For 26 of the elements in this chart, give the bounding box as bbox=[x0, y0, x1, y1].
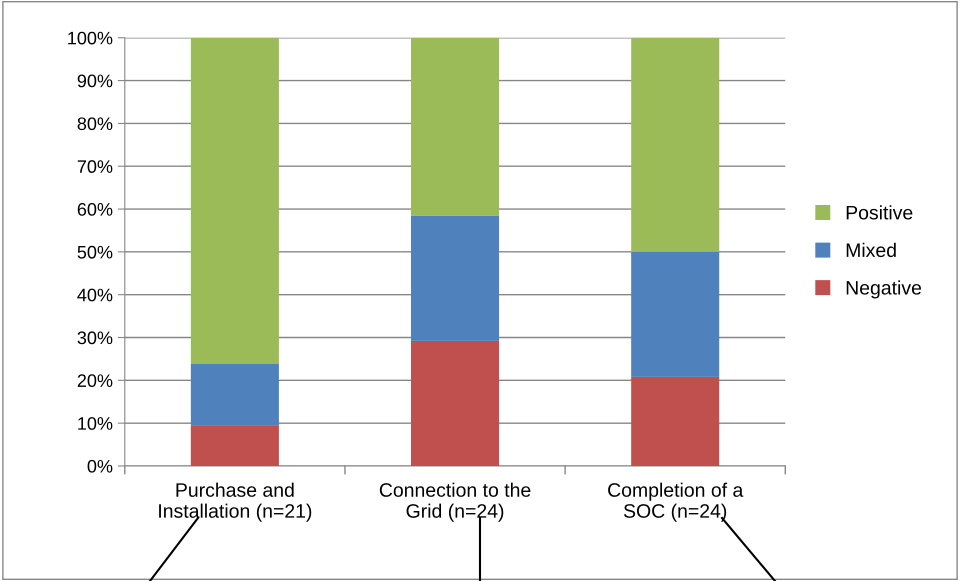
y-tick-label: 30% bbox=[78, 331, 112, 344]
bar bbox=[631, 376, 720, 466]
bar bbox=[631, 38, 720, 252]
y-tick-label: 80% bbox=[78, 117, 112, 130]
y-tick-label: 40% bbox=[77, 288, 112, 302]
x-tick-label: Completion of a SOC (n=24) bbox=[608, 482, 744, 522]
bar bbox=[411, 340, 500, 466]
y-tick-label: 60% bbox=[78, 202, 112, 216]
bar bbox=[190, 364, 279, 426]
bar bbox=[190, 38, 279, 364]
x-tick-label: Connection to the Grid (n=24) bbox=[380, 482, 530, 522]
y-tick-label: 20% bbox=[78, 374, 112, 388]
y-tick-label: 50% bbox=[78, 246, 112, 259]
y-tick-label: 90% bbox=[78, 74, 112, 88]
y-tick-label: 0% bbox=[88, 460, 112, 473]
legend-label: Mixed bbox=[846, 242, 896, 258]
bar bbox=[411, 38, 500, 216]
bar bbox=[411, 216, 500, 341]
legend-label: Negative bbox=[846, 280, 922, 298]
y-tick-label: 100% bbox=[68, 32, 112, 44]
legend-label: Positive bbox=[846, 205, 912, 220]
bar bbox=[190, 425, 279, 466]
x-tick-label: Purchase and Installation (n=21) bbox=[159, 482, 312, 522]
y-tick-label: 10% bbox=[78, 417, 112, 430]
bar bbox=[631, 252, 720, 377]
y-tick-label: 70% bbox=[78, 160, 112, 173]
